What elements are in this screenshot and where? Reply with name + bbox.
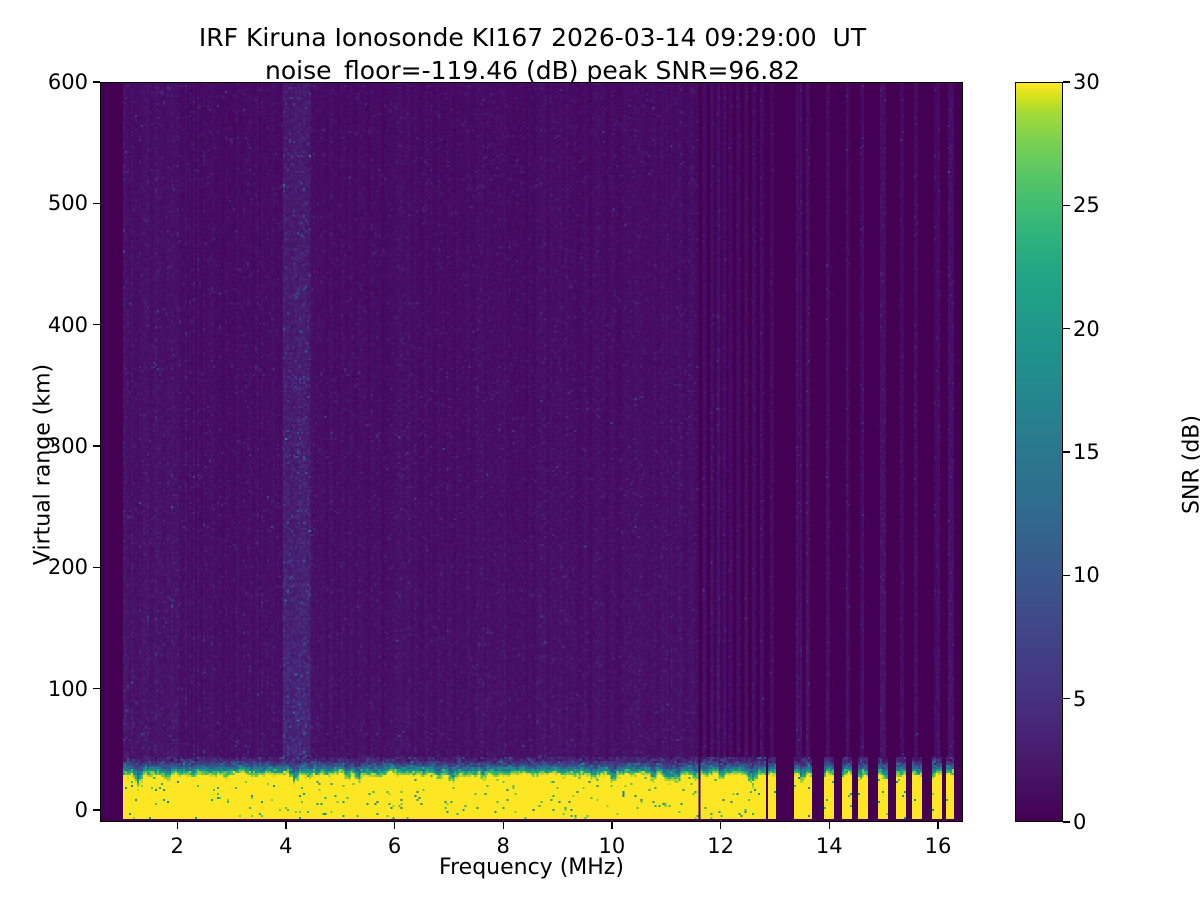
y-tick-label: 600 (47, 70, 88, 94)
colorbar-tick-mark (1063, 451, 1070, 453)
colorbar-tick-mark (1063, 574, 1070, 576)
x-tick-label: 16 (924, 834, 952, 858)
y-tick-mark (93, 566, 100, 568)
y-tick-label: 200 (47, 555, 88, 580)
y-axis-label: Virtual range (km) (30, 363, 56, 566)
x-tick-label: 14 (815, 834, 843, 858)
y-tick-mark (93, 809, 100, 811)
title-line-1: IRF Kiruna Ionosonde KI167 2026-03-14 09… (198, 23, 867, 52)
y-tick-label: 100 (47, 676, 88, 701)
x-axis-label: Frequency (MHz) (439, 855, 624, 880)
colorbar-tick-label: 20 (1073, 316, 1100, 341)
y-tick-label: 0 (74, 797, 88, 822)
colorbar-tick-mark (1063, 204, 1070, 206)
colorbar-tick-mark (1063, 698, 1070, 700)
x-tick-label: 4 (279, 834, 293, 858)
colorbar-tick-mark (1063, 328, 1070, 330)
x-tick-label: 2 (170, 834, 184, 858)
x-tick-label: 8 (496, 834, 510, 858)
colorbar-tick-label: 30 (1073, 70, 1100, 94)
x-tick-label: 10 (598, 834, 626, 858)
chart-title: IRF Kiruna Ionosonde KI167 2026-03-14 09… (0, 22, 1065, 87)
colorbar-label: SNR (dB) (1179, 415, 1200, 514)
x-tick-label: 12 (707, 834, 734, 858)
y-tick-label: 400 (47, 312, 88, 337)
ionogram-heatmap (101, 83, 962, 821)
plot-area (100, 82, 963, 822)
colorbar-tick-label: 25 (1073, 193, 1100, 218)
y-tick-label: 500 (47, 191, 88, 216)
colorbar-tick-label: 5 (1073, 686, 1087, 711)
y-tick-mark (93, 687, 100, 690)
y-tick-mark (93, 81, 100, 83)
x-tick-mark (719, 822, 722, 829)
y-tick-label: 300 (47, 433, 88, 458)
colorbar-tick-label: 10 (1073, 563, 1100, 588)
x-tick-label: 6 (387, 834, 402, 858)
x-tick-mark (611, 822, 613, 829)
colorbar-tick-mark (1063, 821, 1070, 823)
x-tick-mark (393, 822, 396, 829)
title-line-2: noise_floor=-119.46 (dB) peak SNR=96.82 (265, 55, 800, 85)
x-tick-mark (937, 822, 939, 829)
x-tick-mark (176, 822, 178, 829)
colorbar-tick-label: 15 (1073, 440, 1100, 464)
colorbar-tick-mark (1063, 81, 1070, 83)
x-tick-mark (828, 822, 830, 829)
y-tick-mark (93, 202, 100, 204)
y-tick-mark (93, 445, 100, 447)
y-tick-mark (93, 323, 100, 326)
colorbar-tick-label: 0 (1073, 810, 1087, 834)
x-tick-mark (285, 822, 287, 829)
colorbar (1015, 82, 1063, 822)
x-tick-mark (502, 822, 504, 829)
